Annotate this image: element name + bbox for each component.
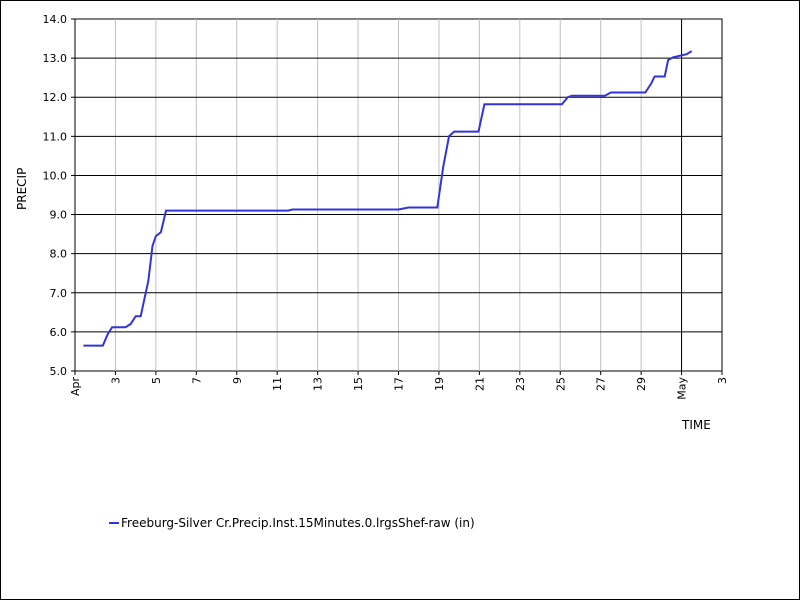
x-tick-label: May: [676, 377, 689, 400]
y-axis-ticks: 5.0 6.0 7.0 8.0 9.0 10.0 11.0 12.0 13.0 14.0: [43, 13, 75, 378]
y-tick-label: 9.0: [50, 209, 68, 222]
legend-label: Freeburg-Silver Cr.Precip.Inst.15Minutes…: [121, 516, 475, 530]
x-tick-label: 25: [554, 377, 567, 391]
x-axis-title: TIME: [681, 418, 711, 432]
x-tick-label: Apr: [69, 377, 82, 397]
x-tick-label: 19: [433, 377, 446, 391]
x-tick-label: 13: [312, 377, 325, 391]
y-tick-label: 11.0: [43, 130, 68, 143]
x-tick-label: 5: [150, 377, 163, 384]
x-tick-label: 15: [352, 377, 365, 391]
x-tick-label: 29: [635, 377, 648, 391]
horizontal-grid: [75, 57, 722, 333]
x-tick-label: 3: [109, 377, 122, 384]
legend: Freeburg-Silver Cr.Precip.Inst.15Minutes…: [109, 516, 475, 530]
x-tick-label: 21: [473, 377, 486, 391]
x-tick-label: 7: [190, 377, 203, 384]
x-tick-label: 3: [716, 377, 729, 384]
x-tick-label: 23: [514, 377, 527, 391]
y-tick-label: 6.0: [50, 326, 68, 339]
y-tick-label: 10.0: [43, 169, 68, 182]
y-tick-label: 14.0: [43, 13, 68, 26]
series-line: [83, 50, 693, 347]
x-axis-ticks: Apr 3 5 7 9 11 13 15 17 19 21 23 25 27 29 May 3: [69, 371, 729, 400]
y-tick-label: 13.0: [43, 52, 68, 65]
vertical-grid: [114, 19, 683, 371]
x-tick-label: 17: [393, 377, 406, 391]
y-tick-label: 8.0: [50, 248, 68, 261]
y-axis-title: PRECIP: [15, 168, 29, 210]
x-tick-label: 27: [595, 377, 608, 391]
x-tick-label: 9: [231, 377, 244, 384]
y-tick-label: 12.0: [43, 91, 68, 104]
y-tick-label: 7.0: [50, 287, 68, 300]
y-tick-label: 5.0: [50, 365, 68, 378]
x-tick-label: 11: [271, 377, 284, 391]
